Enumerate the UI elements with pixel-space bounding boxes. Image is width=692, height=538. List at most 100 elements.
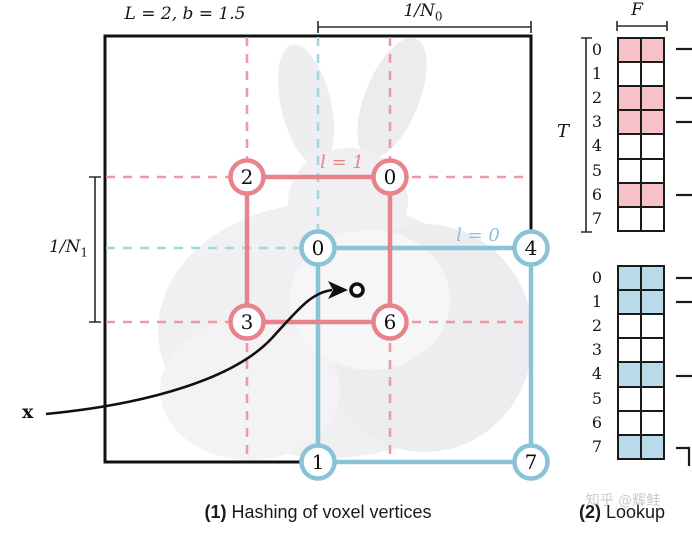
hash-table-row: 4 xyxy=(586,133,676,160)
red-vertex-index: 2 xyxy=(241,165,254,189)
feature-vector-cell xyxy=(639,409,665,437)
blue-vertex-circle-tl xyxy=(299,229,337,267)
red-vertex-index: 0 xyxy=(384,165,397,189)
x-arrow-curve xyxy=(45,288,333,416)
f-bracket xyxy=(616,21,668,31)
row-index-label: 2 xyxy=(591,88,603,108)
n1-bracket xyxy=(89,176,101,323)
blue-vertices xyxy=(299,229,550,481)
query-point-marker xyxy=(349,282,365,298)
red-vertex-circle-tr xyxy=(371,158,409,196)
hash-table-row: 3 xyxy=(586,337,676,364)
hash-table-row: 7 xyxy=(586,205,676,233)
row-index-label: 0 xyxy=(591,268,603,287)
hash-table-row: 5 xyxy=(586,385,676,413)
hash-table-row: 7 xyxy=(586,433,676,461)
bunny-image xyxy=(158,37,530,460)
feature-vector-cell xyxy=(639,265,665,292)
red-level-label: l = 1 xyxy=(320,152,364,173)
row-index-label: 1 xyxy=(591,292,603,312)
red-vertex-circle-tl xyxy=(228,158,266,196)
row-index-label: 7 xyxy=(591,436,603,456)
hash-table-row: 6 xyxy=(586,181,676,209)
table-size-label: T xyxy=(556,121,569,142)
hash-table-row: 6 xyxy=(586,409,676,437)
hash-table-row: 2 xyxy=(586,313,676,340)
feature-vector-cell xyxy=(617,409,642,437)
hash-table-row: 0 xyxy=(586,265,676,292)
row-index-label: 4 xyxy=(591,136,603,156)
hash-table-row: 5 xyxy=(586,157,676,185)
row-index-label: 7 xyxy=(591,208,603,228)
row-index-label: 2 xyxy=(591,316,603,336)
feature-vector-cell xyxy=(639,37,665,64)
caption1-number: (1) xyxy=(204,502,227,522)
caption1-text: Hashing of voxel vertices xyxy=(226,502,432,522)
feature-vector-cell xyxy=(617,313,642,340)
blue-voxel-square xyxy=(315,245,534,465)
hash-table-row: 1 xyxy=(586,61,676,88)
row-index-label: 4 xyxy=(591,364,603,384)
red-vertices xyxy=(228,158,409,341)
feature-vector-cell xyxy=(617,109,642,136)
feature-vector-cell xyxy=(617,133,642,160)
feature-vector-cell xyxy=(617,205,642,233)
feature-vector-cell xyxy=(639,109,665,136)
row-index-label: 3 xyxy=(591,340,603,360)
feature-vector-cell xyxy=(617,265,642,292)
red-vertex-circle-br xyxy=(371,303,409,341)
hash-table-row: 4 xyxy=(586,361,676,388)
blue-vertex-index: 1 xyxy=(312,450,325,474)
blue-level-label: l = 0 xyxy=(456,225,500,246)
row-index-label: 6 xyxy=(591,412,603,432)
n1-cell-size-label: 1/N1 xyxy=(18,237,88,259)
feature-dim-label: F xyxy=(631,0,643,20)
blue-vertex-index: 0 xyxy=(312,236,325,260)
caption2-text: Lookup xyxy=(600,502,666,522)
feature-vector-cell xyxy=(639,61,665,88)
feature-vector-cell xyxy=(639,337,665,364)
caption-lookup: (2) Lookup xyxy=(552,502,692,523)
feature-vector-cell xyxy=(639,385,665,413)
feature-vector-cell xyxy=(639,433,665,461)
row-index-label: 3 xyxy=(591,112,603,132)
zhihu-watermark: 知乎 @辉鲑 xyxy=(585,493,661,509)
hash-table-row: 2 xyxy=(586,85,676,112)
n0-base: 1/N xyxy=(403,1,435,21)
red-vertex-circle-bl xyxy=(228,303,266,341)
red-voxel-square xyxy=(244,174,393,325)
n0-cell-size-label: 1/N0 xyxy=(358,1,488,23)
feature-vector-cell xyxy=(617,289,642,316)
n0-bracket xyxy=(317,21,532,33)
params-label: L = 2, b = 1.5 xyxy=(124,4,246,24)
hash-table-level0: 0 1 2 3 4 5 6 7 xyxy=(586,265,676,461)
feature-vector-cell xyxy=(617,433,642,461)
row-index-label: 5 xyxy=(591,160,603,180)
hash-table-row: 3 xyxy=(586,109,676,136)
feature-vector-cell xyxy=(617,337,642,364)
feature-vector-cell xyxy=(639,181,665,209)
feature-vector-cell xyxy=(639,313,665,340)
hash-table-row: 0 xyxy=(586,37,676,64)
feature-vector-cell xyxy=(617,61,642,88)
feature-vector-cell xyxy=(639,361,665,388)
hash-table-level1: 0 1 2 3 4 5 6 7 xyxy=(586,37,676,233)
feature-vector-cell xyxy=(639,289,665,316)
caption2-number: (2) xyxy=(578,502,601,522)
feature-vector-cell xyxy=(639,157,665,185)
blue-vertex-index: 4 xyxy=(525,236,538,260)
x-input-label: x xyxy=(22,401,34,423)
red-vertex-index: 6 xyxy=(384,310,397,334)
hash-table-row: 1 xyxy=(586,289,676,316)
blue-vertex-index: 7 xyxy=(525,450,538,474)
feature-vector-cell xyxy=(617,361,642,388)
row-index-label: 0 xyxy=(591,40,603,59)
feature-vector-cell xyxy=(617,157,642,185)
vertex-indices: 2 0 3 6 0 4 1 7 xyxy=(241,165,538,474)
n1-sub: 1 xyxy=(80,245,88,260)
t-bracket xyxy=(581,37,592,233)
feature-vector-cell xyxy=(639,85,665,112)
feature-vector-cell xyxy=(617,385,642,413)
